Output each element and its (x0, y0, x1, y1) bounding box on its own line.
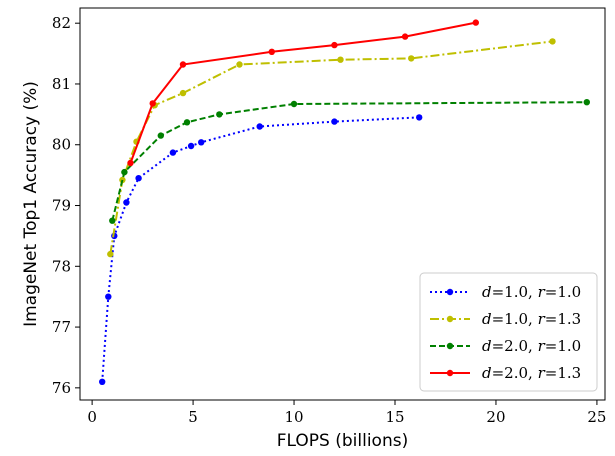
y-tick-label: 79 (52, 197, 71, 215)
data-point (169, 149, 177, 156)
legend-label: d=2.0, r=1.3 (482, 364, 581, 382)
data-point (198, 139, 205, 146)
data-point (107, 250, 114, 258)
x-tick-label: 25 (587, 408, 606, 426)
y-tick-label: 77 (52, 318, 71, 336)
legend-marker (446, 342, 454, 350)
series-1 (99, 114, 423, 385)
series-4 (127, 19, 479, 167)
data-point (331, 118, 338, 125)
data-point (583, 99, 590, 106)
series-line (101, 116, 420, 382)
plot-area (99, 19, 590, 385)
legend-entry: d=1.0, r=1.0 (430, 283, 581, 301)
data-point (290, 100, 298, 108)
data-point (179, 89, 187, 97)
data-point (256, 123, 263, 130)
series-line (111, 101, 587, 221)
x-tick-label: 20 (486, 408, 505, 426)
legend-entry: d=2.0, r=1.3 (430, 364, 581, 382)
legend-marker (446, 315, 454, 323)
x-tick-label: 5 (188, 408, 198, 426)
data-point (99, 378, 106, 385)
x-tick-label: 0 (87, 408, 97, 426)
x-tick-label: 10 (284, 408, 303, 426)
data-point (121, 168, 128, 176)
data-point (401, 33, 409, 40)
data-point (268, 48, 275, 55)
legend-box (419, 272, 598, 392)
y-axis-label: ImageNet Top1 Accuracy (%) (21, 81, 41, 327)
data-point (157, 132, 164, 139)
data-point (236, 61, 243, 68)
legend-entry: d=1.0, r=1.3 (430, 310, 581, 328)
legend-label: d=1.0, r=1.0 (482, 283, 581, 301)
data-point (149, 100, 156, 107)
legend: d=1.0, r=1.0 d=1.0, r=1.3 d=2.0, r=1.0 d=2.… (419, 272, 598, 392)
data-point (408, 55, 415, 62)
data-point (183, 119, 191, 126)
y-tick-label: 81 (52, 75, 71, 93)
data-point (337, 56, 344, 63)
data-point (549, 38, 556, 45)
legend-label: d=1.0, r=1.3 (482, 310, 581, 328)
plot-frame (79, 7, 606, 401)
data-point (179, 61, 187, 68)
data-point (105, 293, 112, 300)
data-point (416, 114, 423, 121)
axes: 0 5 10 15 20 25 76 77 78 79 80 81 82 (52, 7, 606, 426)
data-point (187, 142, 195, 150)
x-axis-label: FLOPS (billions) (277, 431, 408, 451)
y-tick-label: 78 (52, 257, 71, 275)
legend-label: d=2.0, r=1.0 (482, 337, 581, 355)
series-3 (109, 99, 590, 224)
data-point (123, 199, 130, 206)
y-tick-label: 80 (52, 136, 71, 154)
data-point (127, 159, 134, 167)
legend-entry: d=2.0, r=1.0 (430, 337, 581, 355)
series-2 (107, 38, 556, 258)
y-tick-label: 76 (52, 379, 71, 397)
x-tick-label: 15 (385, 408, 404, 426)
data-point (216, 111, 223, 118)
data-point (109, 217, 116, 224)
legend-marker (446, 369, 454, 377)
legend-marker (446, 288, 454, 296)
data-point (135, 175, 142, 182)
y-tick-label: 82 (52, 14, 71, 32)
data-point (331, 41, 338, 49)
data-point (472, 19, 479, 26)
